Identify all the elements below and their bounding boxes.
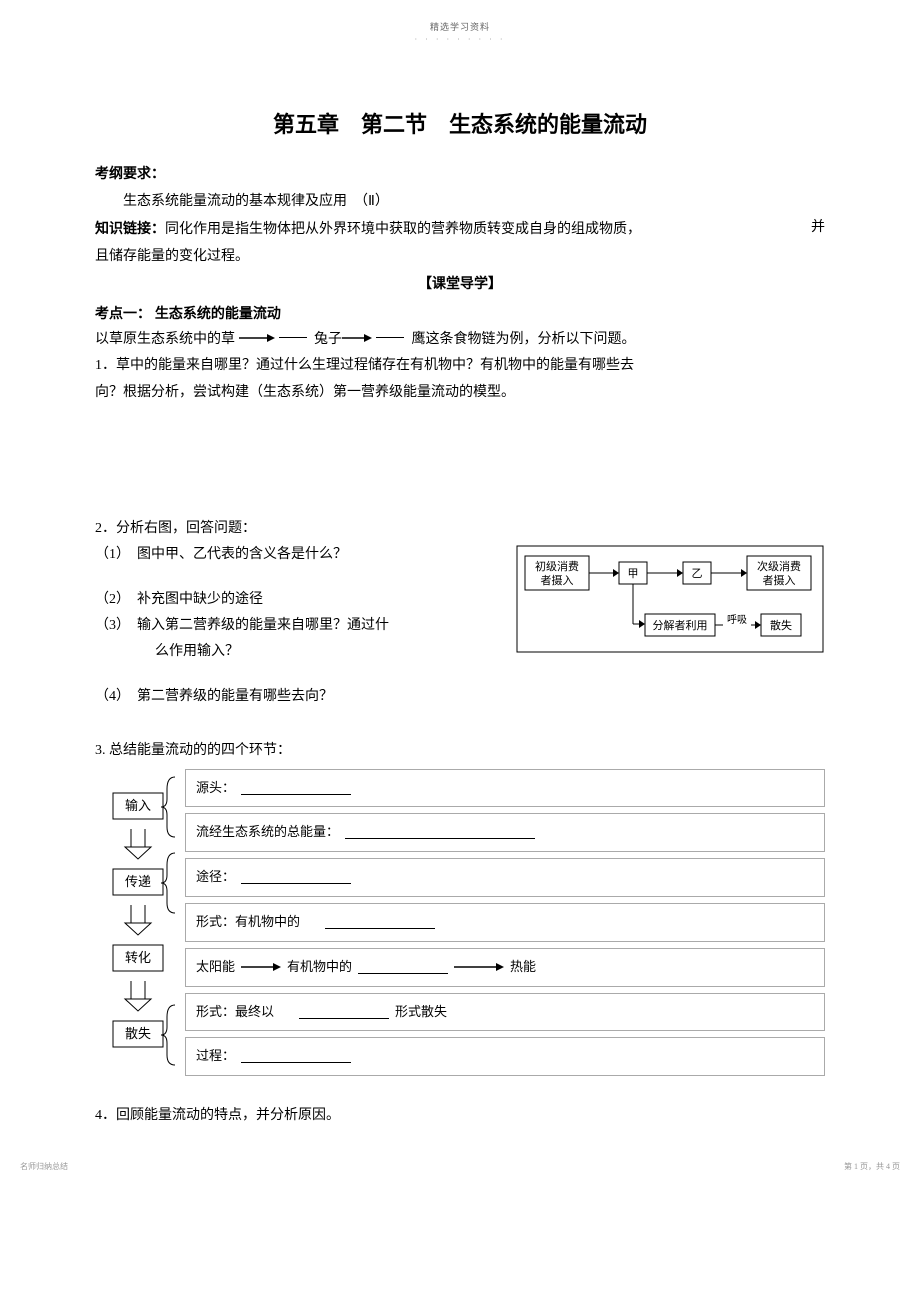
q2-left: （1） 图中甲、乙代表的含义各是什么？ （2） 补充图中缺少的途径 （3） 输入… [95,544,499,712]
zhishi-line1: 知识链接：同化作用是指生物体把从外界环境中获取的营养物质转变成自身的组成物质， … [95,217,825,241]
kaogang-item: 生态系统能量流动的基本规律及应用 （Ⅱ） [95,191,825,213]
q3-label-3: 散失 [125,1026,151,1041]
q3-row: 流经生态系统的总能量： [185,813,825,852]
q3-rows: 源头： 流经生态系统的总能量： 途径： 形式：有机物中的 太阳能 有机物中的 热… [185,769,825,1095]
page-header-small: 精选学习资料 [95,20,825,34]
q2-head: 2．分析右图，回答问题： [95,518,825,540]
diagram-box6: 散失 [770,618,792,632]
intro-line: 以草原生态系统中的草 兔子 鹰这条食物链为例，分析以下问题。 [95,329,825,351]
q3-r3-mid: 有机物中的 [287,957,352,978]
blank-line [241,782,351,795]
q3-r1a: 源头： [196,778,235,799]
q2-text: 输入第二营养级的能量来自哪里？通过什 [137,618,389,633]
diagram-box5: 分解者利用 [653,618,708,632]
spacer [95,408,825,518]
arrow-icon [239,333,311,343]
q2-item: （1） 图中甲、乙代表的含义各是什么？ [95,544,499,566]
q3-label-1: 传递 [125,874,151,889]
zhishi-main: 知识链接：同化作用是指生物体把从外界环境中获取的营养物质转变成自身的组成物质， [95,217,641,241]
q3-r3-pre: 太阳能 [196,957,235,978]
q3-row: 太阳能 有机物中的 热能 [185,948,825,987]
q3-row: 途径： [185,858,825,897]
zhishi-line2: 且储存能量的变化过程。 [95,246,825,268]
q2-item: （3） 输入第二营养级的能量来自哪里？通过什 [95,615,499,637]
arrow-icon [241,962,281,972]
diagram-box3: 乙 [692,567,703,580]
q2-item-cont: 么作用输入？ [95,641,499,663]
q3-labels: 输入 传递 转化 散失 [95,769,185,1095]
q3-table: 输入 传递 转化 散失 源头： 流经生态系统的总能量： [95,769,825,1095]
q2-item: （2） 补充图中缺少的途径 [95,589,499,611]
q3-r4a-pre: 形式：最终以 [196,1002,274,1023]
q3-row: 形式：有机物中的 [185,903,825,942]
zhishi-text: 同化作用是指生物体把从外界环境中获取的营养物质转变成自身的组成物质， [165,222,641,237]
footer-left: 名师归纳总结 [20,1161,68,1174]
blank-line [358,961,448,974]
diagram-box1-l1: 初级消费 [535,559,579,573]
page-header-dots: · · · · · · · · · [95,34,825,47]
blank-line [345,826,535,839]
q3-row: 形式：最终以 形式散失 [185,993,825,1032]
diagram-box2: 甲 [628,568,639,580]
q3-head: 3. 总结能量流动的的四个环节： [95,740,825,762]
q3-r2b: 形式：有机物中的 [196,912,300,933]
footer-right: 第 1 页，共 4 页 [844,1161,900,1174]
q2-num: （4） [95,689,123,704]
arrow-icon [454,962,504,972]
diagram-box1-l2: 者摄入 [541,573,574,587]
q3-r1b: 流经生态系统的总能量： [196,822,339,843]
q1-line2: 向？根据分析，尝试构建（生态系统）第一营养级能量流动的模型。 [95,382,825,404]
blank-line [241,871,351,884]
q2-diagram: 初级消费 者摄入 甲 乙 次级消费 者摄入 分解者利用 散失 呼吸 [515,544,825,712]
intro-node2: 鹰这条食物链为例，分析以下问题。 [412,332,636,347]
q1-line1: 1．草中的能量来自哪里？通过什么生理过程储存在有机物中？有机物中的能量有哪些去 [95,355,825,377]
q2-num: （3） [95,618,123,633]
kaodian-line: 考点一： 生态系统的能量流动 [95,302,825,324]
ketang-header: 【课堂导学】 [95,274,825,296]
zhishi-tail: 并 [811,217,825,241]
q3-label-0: 输入 [125,798,151,813]
q3-r3-tail: 热能 [510,957,536,978]
kaogang-label-text: 考纲要求： [95,165,165,181]
blank-line [241,1050,351,1063]
q3-label-2: 转化 [125,950,151,965]
q2-text: 第二营养级的能量有哪些去向？ [137,689,333,704]
arrow-icon [342,333,408,343]
intro-node1: 兔子 [314,332,342,347]
kaogang-label: 考纲要求： [95,162,825,186]
doc-title: 第五章 第二节 生态系统的能量流动 [95,107,825,142]
q2-text: 图中甲、乙代表的含义各是什么？ [137,547,347,562]
energy-flow-diagram: 初级消费 者摄入 甲 乙 次级消费 者摄入 分解者利用 散失 呼吸 [515,544,825,654]
diagram-box4-l2: 者摄入 [763,573,796,587]
kaodian-text: 生态系统的能量流动 [155,305,281,321]
q3-row: 过程： [185,1037,825,1076]
q2-num: （2） [95,592,123,607]
q3-r4b: 过程： [196,1046,235,1067]
q2-wrap: （1） 图中甲、乙代表的含义各是什么？ （2） 补充图中缺少的途径 （3） 输入… [95,544,825,712]
q3-r4a-tail: 形式散失 [395,1002,447,1023]
blank-line [299,1006,389,1019]
zhishi-label: 知识链接： [95,220,165,236]
q2-num: （1） [95,547,123,562]
q2-item: （4） 第二营养级的能量有哪些去向？ [95,686,499,708]
diagram-edge-label: 呼吸 [727,614,747,626]
q3-row: 源头： [185,769,825,808]
kaodian-label: 考点一： [95,305,151,321]
q4: 4．回顾能量流动的特点，并分析原因。 [95,1105,825,1127]
q3-r2a: 途径： [196,867,235,888]
diagram-box4-l1: 次级消费 [757,559,801,573]
q2-text: 补充图中缺少的途径 [137,592,263,607]
blank-line [325,916,435,929]
intro-pre: 以草原生态系统中的草 [95,332,235,347]
q3-left-svg: 输入 传递 转化 散失 [95,769,185,1087]
